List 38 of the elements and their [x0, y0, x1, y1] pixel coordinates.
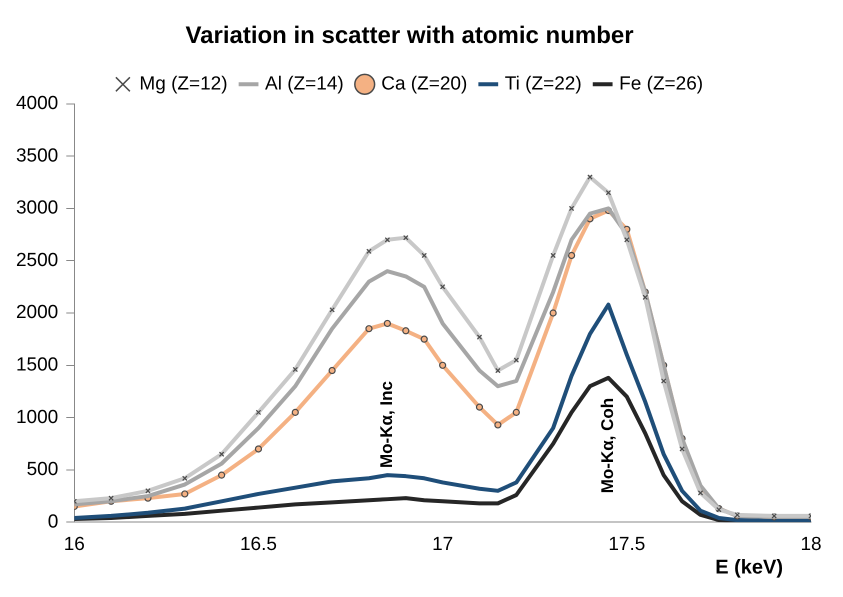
point — [494, 421, 502, 429]
point — [476, 404, 484, 411]
point — [328, 366, 336, 374]
chart-title: Variation in scatter with atomic number — [185, 22, 634, 50]
x-tick-label: 18 — [800, 534, 822, 555]
point — [218, 472, 226, 479]
point — [254, 445, 262, 453]
y-tick-label: 2000 — [16, 302, 58, 324]
y-tick-label: 4000 — [16, 93, 58, 114]
legend-label: Ti (Z=22) — [504, 74, 582, 95]
legend-label: Ca (Z=20) — [381, 74, 468, 95]
y-tick-label: 0 — [48, 511, 58, 532]
annotation: Mo-Kα, Coh — [598, 398, 618, 494]
y-tick-label: 2500 — [16, 250, 58, 271]
x-axis-title: E (keV) — [715, 556, 783, 579]
point — [568, 252, 576, 260]
legend-label: Mg (Z=12) — [139, 74, 228, 95]
point — [384, 320, 391, 328]
x-tick-label: 16.5 — [240, 534, 277, 555]
point — [439, 362, 446, 369]
point — [292, 408, 299, 416]
point — [181, 490, 188, 498]
point — [365, 325, 373, 332]
y-tick-label: 3000 — [16, 198, 58, 219]
y-tick-label: 500 — [26, 459, 58, 480]
y-tick-label: 1500 — [16, 354, 58, 376]
legend-label: Al (Z=14) — [265, 74, 344, 95]
x-tick-label: 17 — [432, 534, 454, 555]
y-tick-label: 3500 — [16, 145, 58, 166]
point — [512, 408, 520, 416]
x-tick-label: 17.5 — [608, 534, 646, 555]
y-tick-label: 1000 — [16, 406, 58, 428]
legend-label: Fe (Z=26) — [619, 74, 704, 95]
point — [402, 327, 410, 334]
point — [420, 336, 428, 343]
x-tick-label: 16 — [64, 534, 85, 555]
annotation: Mo-Kα, Inc — [377, 381, 396, 468]
point — [550, 309, 557, 317]
